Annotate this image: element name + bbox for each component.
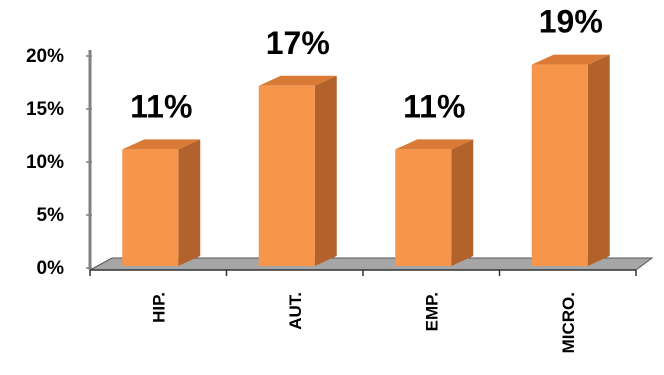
axis-layer: 0% 5% 10% 15% 20% [26,46,637,279]
bar-hip [122,139,201,266]
data-label: 11% [130,88,192,124]
bar-top [395,139,474,150]
bars-layer [122,54,610,266]
data-label: 19% [539,4,603,40]
bar-front [395,149,452,266]
bar-front [531,64,588,266]
bar-top [122,139,201,150]
labels-layer: 11% HIP. 17% AUT. 11% EMP. 19% MICRO. [130,4,603,354]
data-label: 17% [266,25,330,61]
bar-side [178,139,201,266]
y-tick-label: 20% [26,46,64,67]
bar-side [451,139,474,266]
y-tick-label: 10% [26,152,64,173]
bar-micro [531,54,610,266]
x-category-label: EMP. [422,292,441,331]
bar-front [258,85,315,266]
y-tick-label: 15% [26,99,64,120]
bar-aut [258,75,337,266]
bar-top [531,54,610,65]
bar-front [122,149,179,266]
data-label: 11% [403,88,465,124]
bar-side [587,54,610,266]
x-category-label: HIP. [149,292,168,323]
y-tick-label: 5% [37,205,65,226]
x-category-label: MICRO. [559,292,578,353]
bar-top [258,75,337,86]
bar-emp [395,139,474,266]
x-category-label: AUT. [286,292,305,330]
y-tick-label: 0% [37,258,65,279]
bar-side [314,75,337,266]
